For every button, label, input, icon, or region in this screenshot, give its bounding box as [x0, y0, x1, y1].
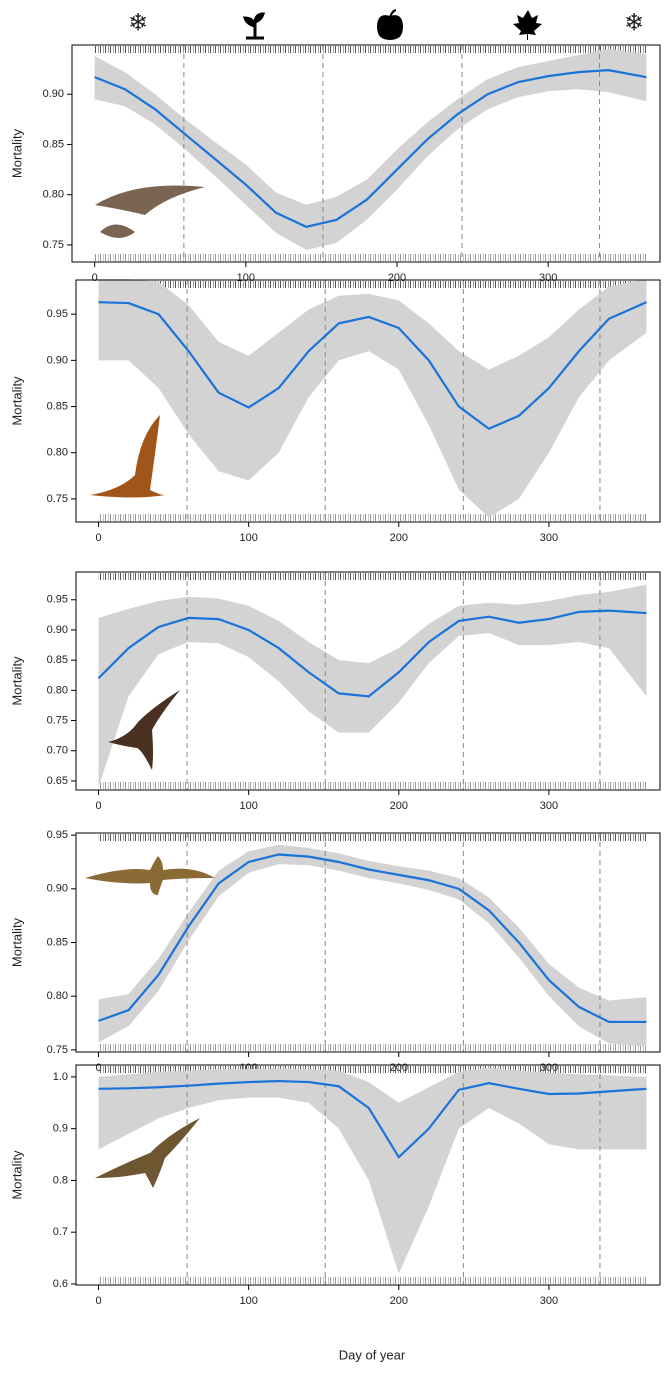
y-tick-label: 0.90: [47, 624, 68, 636]
y-tick-label: 0.95: [47, 308, 68, 320]
rug: [98, 573, 647, 580]
y-tick-label: 0.90: [47, 883, 68, 895]
season-icons: ❄ ❄: [128, 9, 644, 41]
confidence-band: [98, 584, 647, 787]
x-tick-label: 0: [95, 800, 101, 812]
y-tick-label: 0.75: [47, 1044, 68, 1056]
y-tick-label: 0.70: [47, 745, 68, 757]
y-axis-title: Mortality: [9, 376, 24, 426]
bird-picture: [95, 185, 205, 238]
rug: [94, 46, 647, 53]
fit-line: [94, 69, 647, 228]
fit-line: [98, 1079, 647, 1159]
y-axis-title: Mortality: [9, 1150, 24, 1200]
x-tick-label: 0: [95, 532, 101, 544]
y-tick-label: 1.0: [53, 1071, 68, 1083]
y-tick-label: 0.75: [47, 714, 68, 726]
x-tick-label: 200: [388, 272, 406, 284]
x-tick-label: 0: [92, 272, 98, 284]
x-tick-label: 300: [540, 800, 558, 812]
x-tick-label: 200: [390, 532, 408, 544]
x-tick-label: 100: [239, 1295, 257, 1307]
sprout-icon: [242, 12, 266, 40]
plot-frame: [75, 571, 661, 791]
y-axis-title: Mortality: [9, 128, 24, 178]
fit-line: [98, 853, 647, 1024]
x-tick-label: 300: [539, 272, 557, 284]
y-tick-label: 0.85: [47, 400, 68, 412]
y-tick-label: 0.95: [47, 594, 68, 606]
confidence-band: [98, 279, 647, 518]
rug: [94, 254, 647, 261]
y-tick-label: 0.75: [43, 239, 64, 251]
bird-picture: [90, 415, 165, 498]
x-axis-title: Day of year: [339, 1347, 406, 1362]
snow-icon: ❄: [624, 9, 644, 36]
y-axis-title: Mortality: [9, 656, 24, 706]
x-tick-label: 100: [239, 800, 257, 812]
rug: [98, 782, 647, 789]
rug: [98, 1044, 647, 1051]
y-tick-label: 0.6: [53, 1278, 68, 1290]
rug: [98, 1277, 647, 1284]
y-tick-label: 0.80: [47, 990, 68, 1002]
y-tick-label: 0.95: [47, 829, 68, 841]
apple-icon: [376, 9, 404, 41]
bird-pictures: [85, 185, 215, 1188]
fit-line: [98, 301, 647, 430]
rug: [98, 514, 647, 521]
plot-frame: [75, 279, 661, 523]
x-tick-label: 200: [390, 800, 408, 812]
rug: [98, 281, 647, 288]
y-tick-label: 0.9: [53, 1123, 68, 1135]
bird-picture: [95, 1118, 200, 1188]
y-tick-label: 0.80: [47, 447, 68, 459]
confidence-band: [98, 1067, 647, 1274]
y-tick-label: 0.8: [53, 1174, 68, 1186]
x-tick-label: 0: [95, 1295, 101, 1307]
fit-line: [97, 609, 647, 698]
x-tick-label: 100: [239, 532, 257, 544]
leaf-icon: [513, 10, 542, 40]
y-tick-label: 0.85: [47, 936, 68, 948]
rug: [98, 834, 647, 841]
confidence-band: [98, 844, 647, 1047]
rug: [98, 1066, 647, 1073]
snow-icon: ❄: [128, 9, 148, 36]
plot-frame: [71, 44, 661, 263]
x-tick-label: 300: [540, 532, 558, 544]
y-tick-label: 0.90: [43, 88, 64, 100]
y-tick-label: 0.85: [43, 138, 64, 150]
x-tick-label: 200: [390, 1295, 408, 1307]
y-axis-title: Mortality: [9, 917, 24, 967]
y-tick-label: 0.80: [47, 684, 68, 696]
y-tick-label: 0.7: [53, 1226, 68, 1238]
y-tick-label: 0.65: [47, 775, 68, 787]
confidence-band: [94, 49, 647, 250]
y-tick-label: 0.75: [47, 493, 68, 505]
x-tick-label: 300: [540, 1295, 558, 1307]
bird-picture: [85, 856, 215, 895]
bird-picture: [108, 690, 180, 770]
y-tick-label: 0.90: [47, 354, 68, 366]
y-tick-label: 0.80: [43, 189, 64, 201]
plot-frame: [75, 1064, 661, 1286]
x-tick-label: 100: [237, 272, 255, 284]
y-tick-label: 0.85: [47, 654, 68, 666]
